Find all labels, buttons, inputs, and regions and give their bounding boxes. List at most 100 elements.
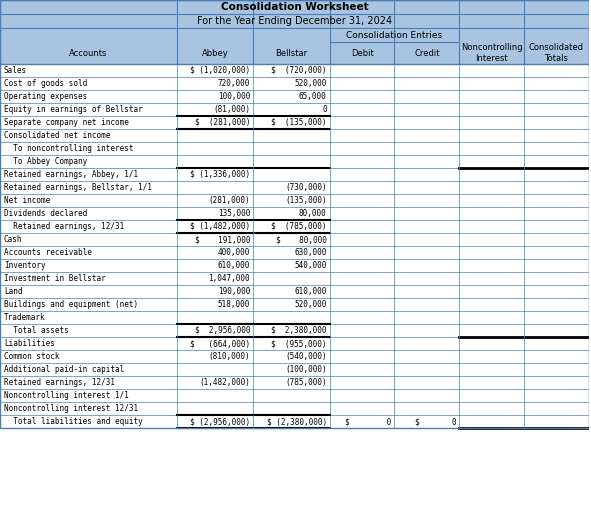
Text: 720,000: 720,000: [217, 79, 250, 88]
Text: Debit: Debit: [350, 48, 374, 58]
Bar: [0, 324, 589, 337]
Text: $  2,380,000: $ 2,380,000: [271, 326, 327, 335]
Text: 135,000: 135,000: [217, 209, 250, 218]
Bar: [0, 42, 589, 64]
Text: Cash: Cash: [4, 235, 22, 244]
Text: Investment in Bellstar: Investment in Bellstar: [4, 274, 106, 283]
Bar: [0, 246, 589, 259]
Text: To Abbey Company: To Abbey Company: [4, 157, 87, 166]
Text: $  (135,000): $ (135,000): [271, 118, 327, 127]
Text: $ (2,956,000): $ (2,956,000): [190, 417, 250, 426]
Bar: [0, 350, 589, 363]
Text: $       0: $ 0: [414, 417, 456, 426]
Text: Total liabilities and equity: Total liabilities and equity: [4, 417, 143, 426]
Text: (281,000): (281,000): [209, 196, 250, 205]
Bar: [0, 311, 589, 324]
Text: 520,000: 520,000: [294, 300, 327, 309]
Bar: [0, 194, 589, 207]
Text: Consolidated net income: Consolidated net income: [4, 131, 111, 140]
Text: For the Year Ending December 31, 2024: For the Year Ending December 31, 2024: [197, 16, 392, 26]
Bar: [0, 285, 589, 298]
Bar: [0, 415, 589, 428]
Text: 400,000: 400,000: [217, 248, 250, 257]
Text: $    80,000: $ 80,000: [276, 235, 327, 244]
Text: Accounts: Accounts: [69, 48, 108, 58]
Text: $  (720,000): $ (720,000): [271, 66, 327, 75]
Text: 540,000: 540,000: [294, 261, 327, 270]
Text: (730,000): (730,000): [285, 183, 327, 192]
Text: $  (955,000): $ (955,000): [271, 339, 327, 348]
Text: 65,000: 65,000: [299, 92, 327, 101]
Bar: [0, 363, 589, 376]
Text: Bellstar: Bellstar: [275, 48, 307, 58]
Bar: [0, 402, 589, 415]
Text: $  (281,000): $ (281,000): [194, 118, 250, 127]
Bar: [0, 103, 589, 116]
Bar: [0, 259, 589, 272]
Text: 80,000: 80,000: [299, 209, 327, 218]
Text: (81,000): (81,000): [213, 105, 250, 114]
Text: Consolidated
Totals: Consolidated Totals: [529, 43, 584, 63]
Text: $ (1,336,000): $ (1,336,000): [190, 170, 250, 179]
Text: Total assets: Total assets: [4, 326, 69, 335]
Text: $ (2,380,000): $ (2,380,000): [267, 417, 327, 426]
Text: Separate company net income: Separate company net income: [4, 118, 129, 127]
Text: Cost of goods sold: Cost of goods sold: [4, 79, 87, 88]
Text: 610,000: 610,000: [217, 261, 250, 270]
Text: Noncontrolling
Interest: Noncontrolling Interest: [461, 43, 522, 63]
Text: $  2,956,000: $ 2,956,000: [194, 326, 250, 335]
Text: 190,000: 190,000: [217, 287, 250, 296]
Text: $   (664,000): $ (664,000): [190, 339, 250, 348]
Bar: [0, 168, 589, 181]
Text: Inventory: Inventory: [4, 261, 46, 270]
Bar: [0, 77, 589, 90]
Text: $ (1,020,000): $ (1,020,000): [190, 66, 250, 75]
Text: (810,000): (810,000): [209, 352, 250, 361]
Text: Retained earnings, 12/31: Retained earnings, 12/31: [4, 222, 124, 231]
Bar: [0, 28, 589, 42]
Text: $  (785,000): $ (785,000): [271, 222, 327, 231]
Bar: [0, 90, 589, 103]
Text: (1,482,000): (1,482,000): [199, 378, 250, 387]
Bar: [0, 116, 589, 129]
Bar: [0, 233, 589, 246]
Text: Consolidation Entries: Consolidation Entries: [346, 31, 443, 39]
Text: 1,047,000: 1,047,000: [209, 274, 250, 283]
Bar: [0, 389, 589, 402]
Bar: [0, 220, 589, 233]
Text: $    191,000: $ 191,000: [194, 235, 250, 244]
Text: Retained earnings, Bellstar, 1/1: Retained earnings, Bellstar, 1/1: [4, 183, 152, 192]
Text: Trademark: Trademark: [4, 313, 46, 322]
Bar: [0, 207, 589, 220]
Text: Retained earnings, Abbey, 1/1: Retained earnings, Abbey, 1/1: [4, 170, 138, 179]
Text: 0: 0: [322, 105, 327, 114]
Text: Operating expenses: Operating expenses: [4, 92, 87, 101]
Text: Additional paid-in capital: Additional paid-in capital: [4, 365, 124, 374]
Text: Noncontrolling interest 12/31: Noncontrolling interest 12/31: [4, 404, 138, 413]
Text: Consolidation Worksheet: Consolidation Worksheet: [220, 2, 368, 12]
Text: (540,000): (540,000): [285, 352, 327, 361]
Text: 100,000: 100,000: [217, 92, 250, 101]
Text: 610,000: 610,000: [294, 287, 327, 296]
Text: Net income: Net income: [4, 196, 50, 205]
Text: (785,000): (785,000): [285, 378, 327, 387]
Bar: [0, 155, 589, 168]
Text: Accounts receivable: Accounts receivable: [4, 248, 92, 257]
Text: (135,000): (135,000): [285, 196, 327, 205]
Bar: [0, 142, 589, 155]
Bar: [0, 298, 589, 311]
Text: Equity in earnings of Bellstar: Equity in earnings of Bellstar: [4, 105, 143, 114]
Text: Common stock: Common stock: [4, 352, 60, 361]
Text: Credit: Credit: [414, 48, 440, 58]
Text: Noncontrolling interest 1/1: Noncontrolling interest 1/1: [4, 391, 129, 400]
Text: 520,000: 520,000: [294, 79, 327, 88]
Text: $        0: $ 0: [345, 417, 391, 426]
Text: 518,000: 518,000: [217, 300, 250, 309]
Text: $ (1,482,000): $ (1,482,000): [190, 222, 250, 231]
Bar: [0, 129, 589, 142]
Text: Land: Land: [4, 287, 22, 296]
Bar: [0, 272, 589, 285]
Bar: [0, 0, 589, 14]
Bar: [0, 376, 589, 389]
Text: Retained earnings, 12/31: Retained earnings, 12/31: [4, 378, 115, 387]
